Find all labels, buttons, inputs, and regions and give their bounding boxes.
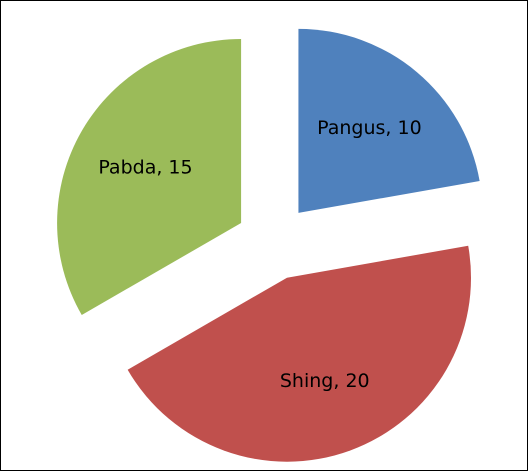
data-label: Shing, 20: [280, 370, 370, 392]
data-label: Pangus, 10: [317, 117, 422, 139]
data-label: Pabda, 15: [98, 156, 192, 178]
pie-slice: [57, 39, 242, 315]
pie-slice: [298, 28, 480, 213]
pie-slice: [127, 245, 471, 462]
